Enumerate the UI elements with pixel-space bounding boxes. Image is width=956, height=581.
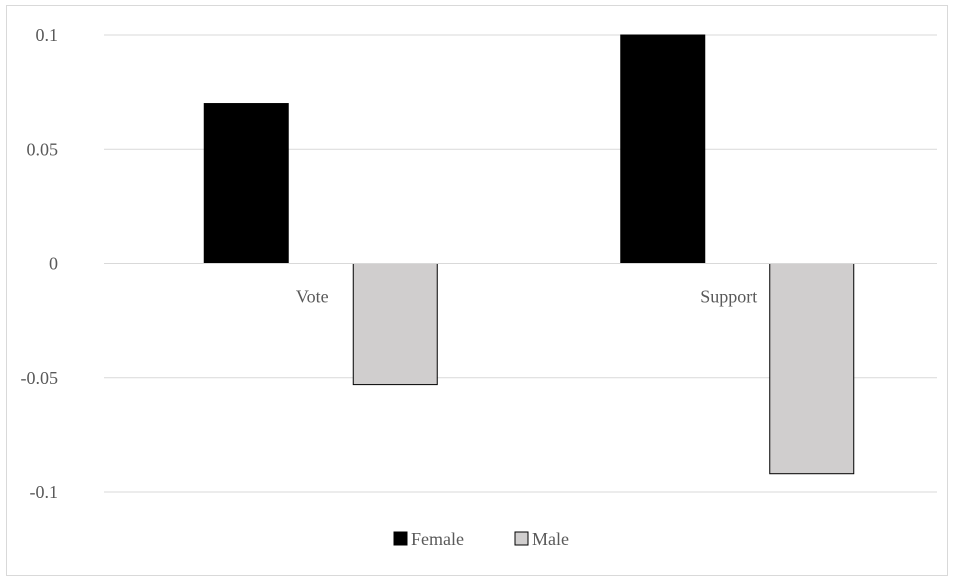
bars	[203, 34, 855, 475]
legend-swatch	[393, 531, 408, 546]
category-label: Support	[700, 287, 757, 307]
y-tick-label: 0.1	[36, 25, 59, 45]
legend-label: Male	[532, 529, 569, 549]
legend: Female Male	[393, 529, 569, 549]
bar-male-vote	[352, 263, 438, 386]
legend-label: Female	[411, 529, 464, 549]
category-label: Vote	[296, 287, 329, 307]
legend-item-male: Male	[514, 529, 569, 549]
y-tick-label: 0	[49, 254, 58, 274]
bar-male-support	[769, 263, 855, 475]
legend-swatch	[514, 531, 529, 546]
legend-item-female: Female	[393, 529, 464, 549]
y-tick-label: 0.05	[27, 139, 59, 159]
y-tick-label: -0.05	[21, 368, 59, 388]
bar-female-support	[620, 34, 706, 264]
bar-female-vote	[203, 103, 289, 264]
y-tick-label: -0.1	[30, 482, 59, 502]
category-labels: Vote Support	[296, 287, 757, 307]
y-axis-tick-labels: 0.1 0.05 0 -0.05 -0.1	[21, 25, 59, 502]
